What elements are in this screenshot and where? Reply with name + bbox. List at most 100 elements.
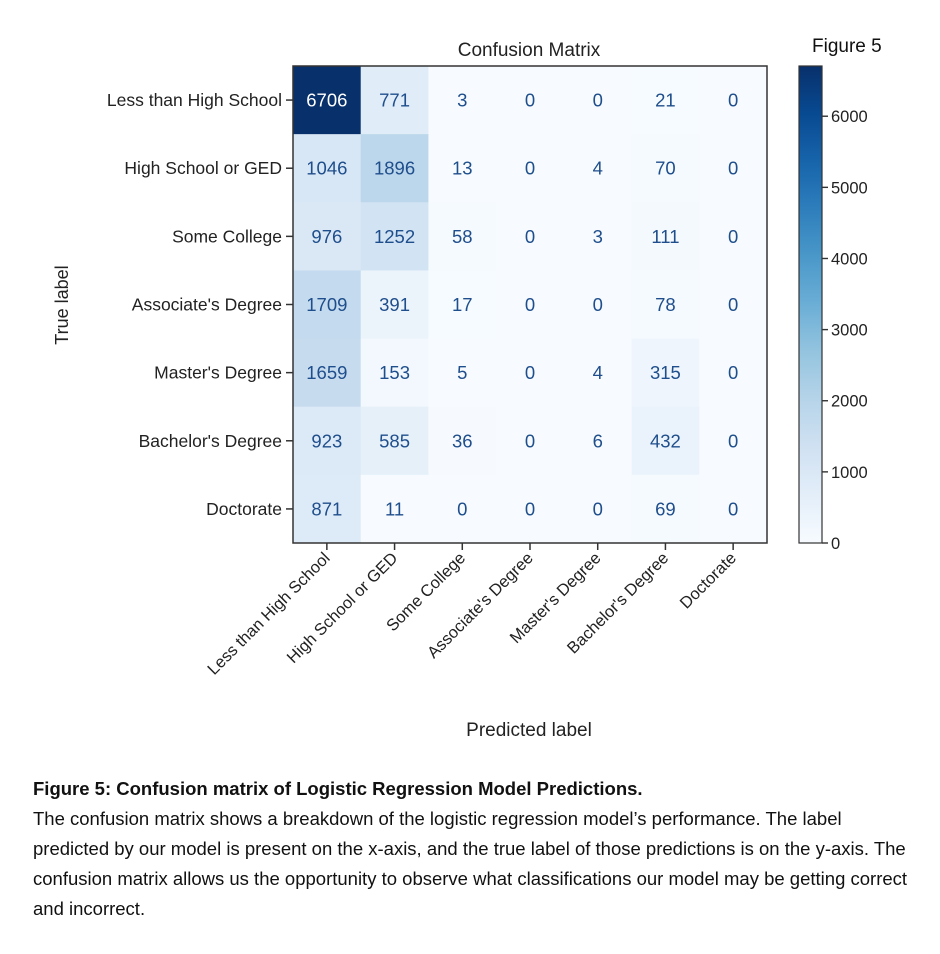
heatmap-cell [360,270,429,340]
colorbar-tick-label: 0 [831,535,840,553]
cell-value-label: 21 [655,90,676,111]
heatmap-cell [631,338,700,408]
heatmap-cell [631,474,700,544]
heatmap-cell [428,474,497,544]
cell-value-label: 0 [728,158,738,179]
cell-value-label: 6706 [306,90,347,111]
heatmap-cell [293,270,362,340]
colorbar-ticks: 0 1000 2000 3000 4000 5000 6000 [822,108,868,553]
heatmap-cell [563,134,633,203]
cell-value-label: 0 [525,226,535,247]
heatmap-cell [293,474,362,544]
cell-value-label: 0 [457,498,467,519]
heatmap-cell [563,474,633,544]
heatmap-cell [631,270,700,340]
cell-value-label: 585 [379,430,410,451]
chart-title: Confusion Matrix [458,40,601,61]
cell-value-label: 1046 [306,158,347,179]
cell-value-label: 17 [452,294,473,315]
heatmap-cell [428,66,497,135]
cell-value-label: 36 [452,430,473,451]
cell-value-label: 153 [379,362,410,383]
cell-value-label: 4 [593,158,603,179]
colorbar-tick-label: 1000 [831,464,868,482]
y-tick-label-doctorate: Doctorate [206,499,282,519]
figure-caption: Figure 5: Confusion matrix of Logistic R… [33,774,913,924]
cell-value-label: 58 [452,226,473,247]
cell-value-label: 923 [311,430,342,451]
y-axis-label: True label [52,265,72,344]
heatmap-cell [563,66,633,135]
heatmap-cells [293,66,768,544]
cell-value-label: 1252 [374,226,415,247]
heatmap-cell [428,202,497,271]
heatmap-cell [699,134,768,203]
cell-value-label: 0 [593,90,603,111]
cell-value-label: 4 [593,362,603,383]
x-tick-label-less-than-high-school: Less than High School [204,549,333,678]
cell-value-label: 0 [593,498,603,519]
heatmap-cell [631,202,700,271]
heatmap-cell [428,270,497,340]
heatmap-cell [360,202,429,271]
cell-value-label: 6 [593,430,603,451]
cell-value-label: 78 [655,294,676,315]
heatmap-cell [360,474,429,544]
heatmap-cell [699,66,768,135]
cell-value-label: 0 [593,294,603,315]
y-tick-label-associate-s-degree: Associate's Degree [132,295,282,315]
cell-value-label: 976 [311,226,342,247]
y-tick-label-master-s-degree: Master's Degree [154,363,282,383]
cell-value-label: 0 [728,498,738,519]
colorbar-tick-label: 4000 [831,250,868,268]
cell-value-label: 0 [525,498,535,519]
heatmap-cell [360,338,429,408]
colorbar-tick-label: 6000 [831,108,868,126]
cell-value-label: 0 [525,90,535,111]
heatmap-cell [293,338,362,408]
y-tick-label-some-college: Some College [172,226,282,246]
heatmap-cell [496,134,565,203]
heatmap-cell [496,406,565,476]
cell-value-label: 5 [457,362,467,383]
y-axis-ticks: Less than High School High School or GED S… [107,90,293,519]
heatmap-cell [496,66,565,135]
cell-value-label: 1896 [374,158,415,179]
x-tick-label-doctorate: Doctorate [677,549,740,612]
heatmap-cell [496,202,565,271]
cell-value-label: 0 [525,430,535,451]
cell-value-label: 0 [728,294,738,315]
heatmap-cell [496,338,565,408]
heatmap-cell [428,134,497,203]
heatmap-cell [699,270,768,340]
heatmap-cell [360,406,429,476]
cell-value-label: 11 [385,498,404,519]
x-tick-label-high-school-or-ged: High School or GED [284,549,402,667]
heatmap-cell [360,134,429,203]
cell-value-label: 13 [452,158,473,179]
cell-value-label: 111 [651,226,679,247]
heatmap-cell [563,338,633,408]
heatmap-cell [699,338,768,408]
cell-value-label: 0 [728,362,738,383]
colorbar-tick-label: 5000 [831,179,868,197]
cell-value-label: 1709 [306,294,347,315]
y-tick-label-bachelor-s-degree: Bachelor's Degree [139,431,282,451]
cell-value-label: 0 [525,294,535,315]
figure-tag: Figure 5 [812,36,882,57]
cell-value-label: 871 [311,498,342,519]
colorbar-tick-label: 3000 [831,322,868,340]
y-tick-label-less-than-high-school: Less than High School [107,90,282,110]
caption-title: Figure 5: Confusion matrix of Logistic R… [33,778,643,799]
heatmap-cell [631,406,700,476]
heatmap-cell [631,66,700,135]
confusion-matrix-chart: Confusion Matrix 6706 771 3 0 0 21 0 1046 1896 13… [52,40,868,741]
cell-value-label: 315 [650,362,681,383]
heatmap-cell [496,270,565,340]
heatmap-cell [293,202,362,271]
heatmap-cell [428,406,497,476]
cell-value-label: 70 [655,158,676,179]
heatmap-cell [699,406,768,476]
cell-value-label: 432 [650,430,681,451]
